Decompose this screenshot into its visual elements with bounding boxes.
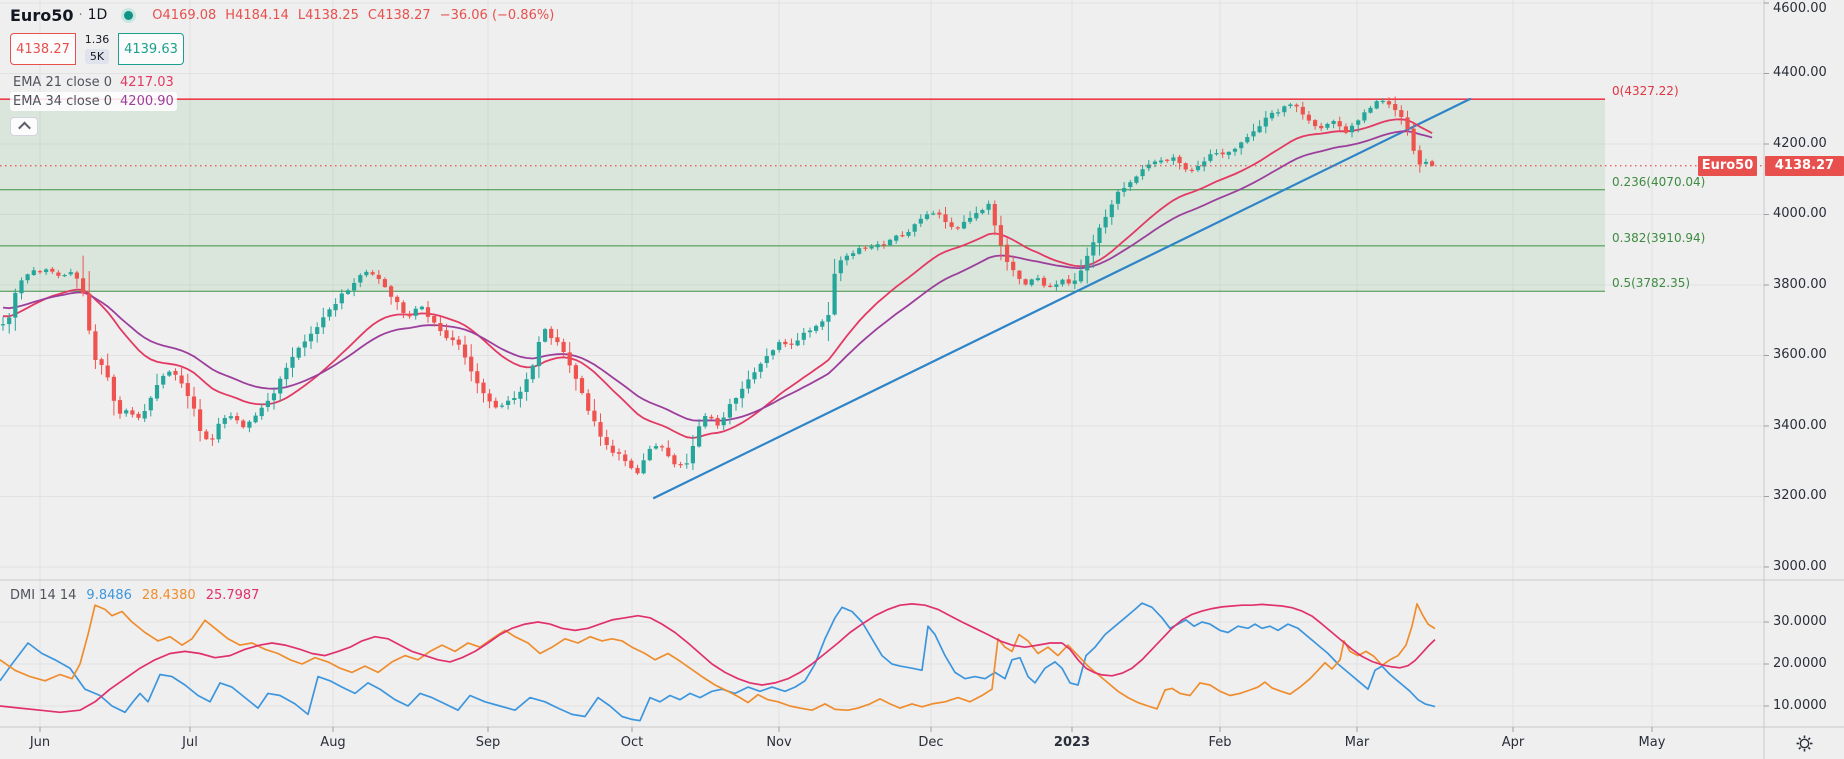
- order-panel: 4138.27 1.36 5K 4139.63: [10, 33, 554, 65]
- price-axis-label: 4400.00: [1773, 65, 1827, 81]
- price-axis-label: 4000.00: [1773, 206, 1827, 222]
- price-axis-label: 3400.00: [1773, 417, 1827, 433]
- dmi-value: 9.8486: [86, 588, 132, 603]
- indicator-legend: EMA 21 close 0 4217.03 EMA 34 close 0 4200.…: [10, 73, 554, 111]
- chart-legend: Euro50 · 1D O4169.08 H4184.14 L4138.25 C413…: [10, 4, 554, 136]
- price-axis-label: 3200.00: [1773, 488, 1827, 504]
- sell-button[interactable]: 4138.27: [10, 33, 76, 65]
- ohlc-pair: O4169.08: [152, 7, 217, 23]
- indicator-label: EMA 21 close 0: [13, 75, 113, 90]
- ohlc-values: O4169.08 H4184.14 L4138.25 C4138.27: [152, 8, 439, 23]
- fib-level-label: 0(4327.22): [1612, 84, 1679, 99]
- time-axis-label: May: [1638, 735, 1666, 750]
- time-axis-label: Dec: [918, 735, 944, 750]
- dmi-axis-label: 30.0000: [1773, 614, 1827, 629]
- time-axis-label: 2023: [1053, 735, 1091, 750]
- time-axis-label: Oct: [620, 735, 644, 750]
- time-axis-label: Feb: [1208, 735, 1232, 750]
- indicator-value: 4200.90: [120, 94, 174, 109]
- dmi-indicator-legend[interactable]: DMI 14 14 9.8486 28.4380 25.7987: [10, 588, 269, 603]
- indicator-label: EMA 34 close 0: [13, 94, 113, 109]
- market-status-icon: [121, 7, 137, 23]
- time-axis-label: Apr: [1501, 735, 1525, 750]
- time-axis-label: Nov: [766, 735, 792, 750]
- spread-value: 1.36: [84, 33, 110, 46]
- price-line-value-badge: 4138.27: [1765, 155, 1844, 176]
- dmi-value: 28.4380: [141, 588, 196, 603]
- price-axis-label: 3600.00: [1773, 347, 1827, 363]
- time-axis[interactable]: Jun Jul Aug Sep Oct Nov Dec 2023 Feb Mar Apr May: [0, 728, 1844, 759]
- indicator-row[interactable]: EMA 34 close 0 4200.90: [10, 92, 177, 111]
- ohlc-pair: L4138.25: [297, 7, 359, 23]
- dmi-values: 9.8486 28.4380 25.7987: [86, 588, 269, 603]
- spread-info: 1.36 5K: [76, 33, 118, 65]
- time-axis-label: Mar: [1344, 735, 1370, 750]
- time-axis-label: Jul: [182, 735, 198, 750]
- fib-level-label: 0.382(3910.94): [1612, 230, 1706, 245]
- symbol-name: Euro50: [10, 5, 74, 25]
- indicator-row[interactable]: EMA 21 close 0 4217.03: [10, 73, 177, 92]
- indicator-value: 4217.03: [120, 75, 174, 90]
- volume-chip: 5K: [84, 49, 110, 64]
- symbol-separator: ·: [78, 7, 83, 23]
- dmi-value: 25.7987: [205, 588, 260, 603]
- ohlc-pair: H4184.14: [225, 7, 289, 23]
- ohlc-pair: C4138.27: [367, 7, 431, 23]
- fib-level-label: 0.5(3782.35): [1612, 276, 1691, 291]
- fib-level-label: 0.236(4070.04): [1612, 174, 1706, 189]
- time-axis-label: Aug: [320, 735, 346, 750]
- price-line-symbol-badge: Euro50: [1698, 155, 1757, 176]
- dmi-axis-label: 10.0000: [1773, 698, 1827, 713]
- buy-button[interactable]: 4139.63: [118, 33, 184, 65]
- symbol-row: Euro50 · 1D O4169.08 H4184.14 L4138.25 C413…: [10, 4, 554, 26]
- dmi-label: DMI 14 14: [10, 588, 77, 603]
- price-axis[interactable]: 4600.00 4400.00 4200.00 4000.00 3800.00 3600.…: [1765, 0, 1844, 727]
- price-axis-label: 4200.00: [1773, 135, 1827, 151]
- axis-corner: [1765, 728, 1844, 759]
- change-value: −36.06 (−0.86%): [439, 7, 555, 23]
- dmi-axis-label: 20.0000: [1773, 656, 1827, 671]
- time-axis-label: Jun: [29, 735, 51, 750]
- time-axis-label: Sep: [475, 735, 501, 750]
- chevron-up-icon: [17, 121, 31, 135]
- price-axis-label: 4600.00: [1773, 1, 1827, 16]
- timeframe-label: 1D: [87, 7, 108, 23]
- gear-icon[interactable]: [1794, 733, 1816, 755]
- price-axis-label: 3000.00: [1773, 558, 1827, 574]
- price-axis-label: 3800.00: [1773, 276, 1827, 292]
- pane-collapse-button[interactable]: [10, 117, 38, 136]
